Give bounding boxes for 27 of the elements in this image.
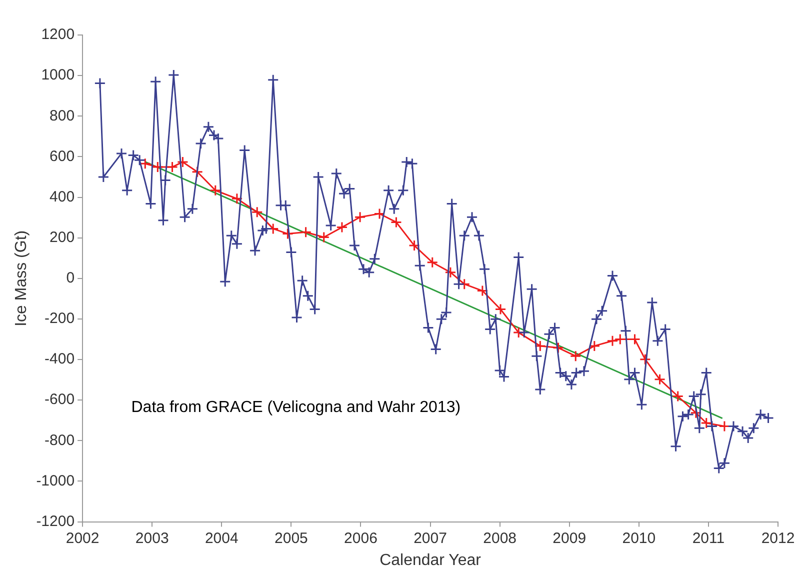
y-tick-label: 200 [50, 228, 75, 246]
x-tick-label: 2005 [274, 530, 308, 547]
x-tick-label: 2010 [622, 530, 656, 547]
x-tick-label: 2008 [483, 530, 517, 547]
y-axis-title: Ice Mass (Gt) [13, 230, 30, 326]
x-tick-label: 2007 [414, 530, 447, 547]
y-tick-label: -600 [44, 391, 75, 408]
y-tick-label: 1200 [41, 26, 75, 44]
x-tick-label: 2009 [552, 530, 586, 547]
y-tick-label: 800 [50, 107, 75, 124]
x-tick-label: 2002 [66, 530, 100, 547]
x-tick-label: 2012 [761, 530, 795, 547]
x-axis-title: Calendar Year [380, 552, 482, 569]
y-tick-label: 1000 [41, 66, 75, 84]
y-tick-label: 0 [66, 270, 75, 287]
y-tick-label: 600 [50, 148, 75, 165]
x-tick-label: 2006 [344, 530, 378, 547]
y-tick-label: 400 [50, 188, 75, 206]
y-tick-label: -1200 [36, 512, 75, 530]
y-tick-label: -400 [44, 350, 75, 368]
y-tick-label: -800 [44, 432, 75, 449]
y-tick-label: -1000 [36, 472, 75, 490]
y-tick-label: -200 [44, 310, 75, 328]
x-tick-label: 2003 [135, 530, 169, 547]
x-tick-label: 2011 [692, 530, 725, 547]
annotation: Data from GRACE (Velicogna and Wahr 2013) [131, 398, 461, 416]
x-tick-label: 2004 [204, 530, 238, 547]
